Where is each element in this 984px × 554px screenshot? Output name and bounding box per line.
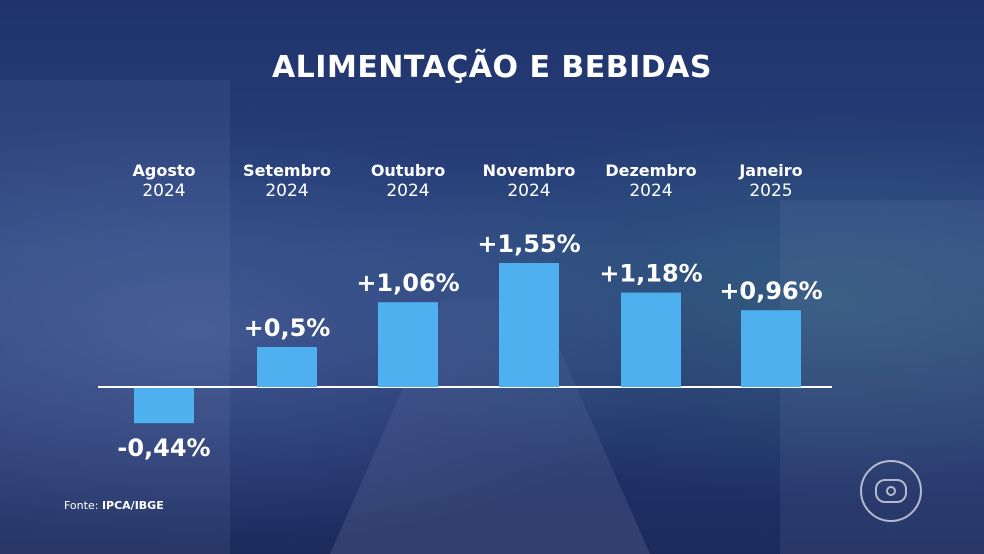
source-name: IPCA/IBGE: [101, 499, 164, 512]
data-label-dezembro: +1,18%: [599, 260, 702, 288]
logo-screen: [875, 479, 907, 503]
bar-setembro: [257, 347, 317, 387]
category-year: 2024: [142, 181, 186, 201]
source-note: Fonte: IPCA/IBGE: [64, 499, 164, 512]
category-month: Dezembro: [605, 161, 697, 180]
chart-title: ALIMENTAÇÃO E BEBIDAS: [271, 50, 713, 85]
bar-dezembro: [621, 292, 681, 387]
data-label-novembro: +1,55%: [477, 230, 580, 258]
category-label-janeiro: Janeiro 2025: [706, 160, 836, 202]
category-year: 2024: [386, 181, 430, 201]
category-month: Setembro: [243, 161, 331, 180]
category-label-outubro: Outubro 2024: [343, 160, 473, 202]
background-shelf-left: [0, 80, 230, 554]
data-label-setembro: +0,5%: [244, 314, 331, 342]
category-label-agosto: Agosto 2024: [99, 160, 229, 202]
bar-agosto: [134, 388, 194, 424]
data-label-agosto: -0,44%: [117, 434, 210, 462]
category-month: Novembro: [482, 161, 576, 180]
category-year: 2025: [749, 181, 793, 201]
category-label-setembro: Setembro 2024: [222, 160, 352, 202]
category-year: 2024: [507, 181, 551, 201]
data-label-janeiro: +0,96%: [719, 277, 822, 305]
category-label-novembro: Novembro 2024: [464, 160, 594, 202]
data-label-outubro: +1,06%: [356, 269, 459, 297]
category-year: 2024: [265, 181, 309, 201]
category-month: Outubro: [370, 161, 446, 180]
globo-logo-icon: [860, 460, 922, 522]
logo-dot: [886, 486, 896, 496]
bar-outubro: [378, 302, 438, 387]
category-label-dezembro: Dezembro 2024: [586, 160, 716, 202]
bar-novembro: [499, 263, 559, 387]
source-prefix: Fonte:: [64, 499, 99, 512]
category-month: Janeiro: [739, 161, 803, 180]
bar-janeiro: [741, 310, 801, 387]
category-month: Agosto: [132, 161, 196, 180]
category-year: 2024: [629, 181, 673, 201]
